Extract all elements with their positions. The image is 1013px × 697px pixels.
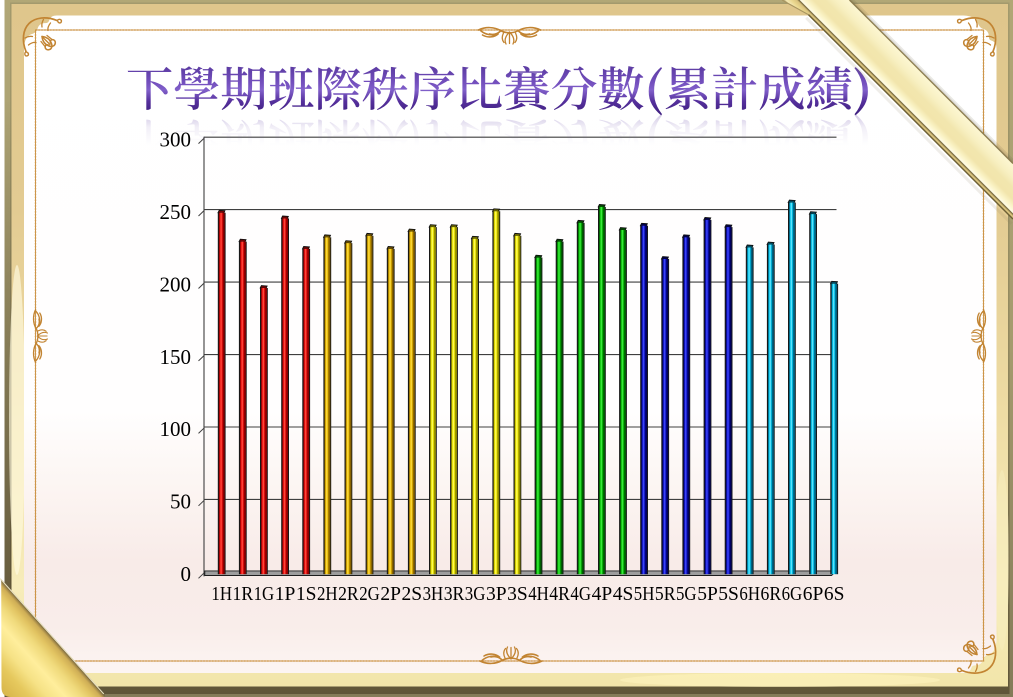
svg-text:1H: 1H: [211, 583, 232, 605]
svg-text:6P: 6P: [803, 583, 824, 605]
svg-text:6G: 6G: [782, 583, 803, 605]
svg-text:50: 50: [170, 490, 191, 514]
svg-text:6R: 6R: [761, 583, 782, 605]
svg-text:6H: 6H: [739, 583, 760, 605]
svg-text:200: 200: [160, 272, 192, 296]
svg-text:5P: 5P: [697, 583, 718, 605]
svg-text:5G: 5G: [676, 583, 697, 605]
svg-text:5S: 5S: [718, 583, 739, 605]
svg-text:4S: 4S: [613, 583, 634, 605]
svg-text:3S: 3S: [507, 583, 528, 605]
svg-text:6S: 6S: [824, 583, 845, 605]
svg-text:2P: 2P: [380, 583, 401, 605]
svg-text:1G: 1G: [254, 583, 275, 605]
svg-text:2S: 2S: [402, 583, 423, 605]
svg-text:4R: 4R: [549, 583, 570, 605]
svg-text:4P: 4P: [592, 583, 613, 605]
svg-text:3G: 3G: [465, 583, 486, 605]
svg-text:150: 150: [160, 345, 192, 369]
svg-text:1P: 1P: [275, 583, 296, 605]
svg-text:4G: 4G: [570, 583, 591, 605]
svg-text:5R: 5R: [655, 583, 676, 605]
svg-text:3H: 3H: [423, 583, 444, 605]
svg-text:2R: 2R: [338, 583, 359, 605]
svg-text:2G: 2G: [359, 583, 380, 605]
svg-text:3P: 3P: [486, 583, 507, 605]
svg-text:250: 250: [160, 200, 192, 224]
svg-text:3R: 3R: [444, 583, 465, 605]
svg-text:2H: 2H: [317, 583, 338, 605]
svg-text:4H: 4H: [528, 583, 549, 605]
svg-text:0: 0: [181, 562, 192, 586]
svg-text:5H: 5H: [634, 583, 655, 605]
svg-text:1S: 1S: [296, 583, 317, 605]
svg-text:1R: 1R: [233, 583, 254, 605]
svg-text:100: 100: [160, 417, 192, 441]
